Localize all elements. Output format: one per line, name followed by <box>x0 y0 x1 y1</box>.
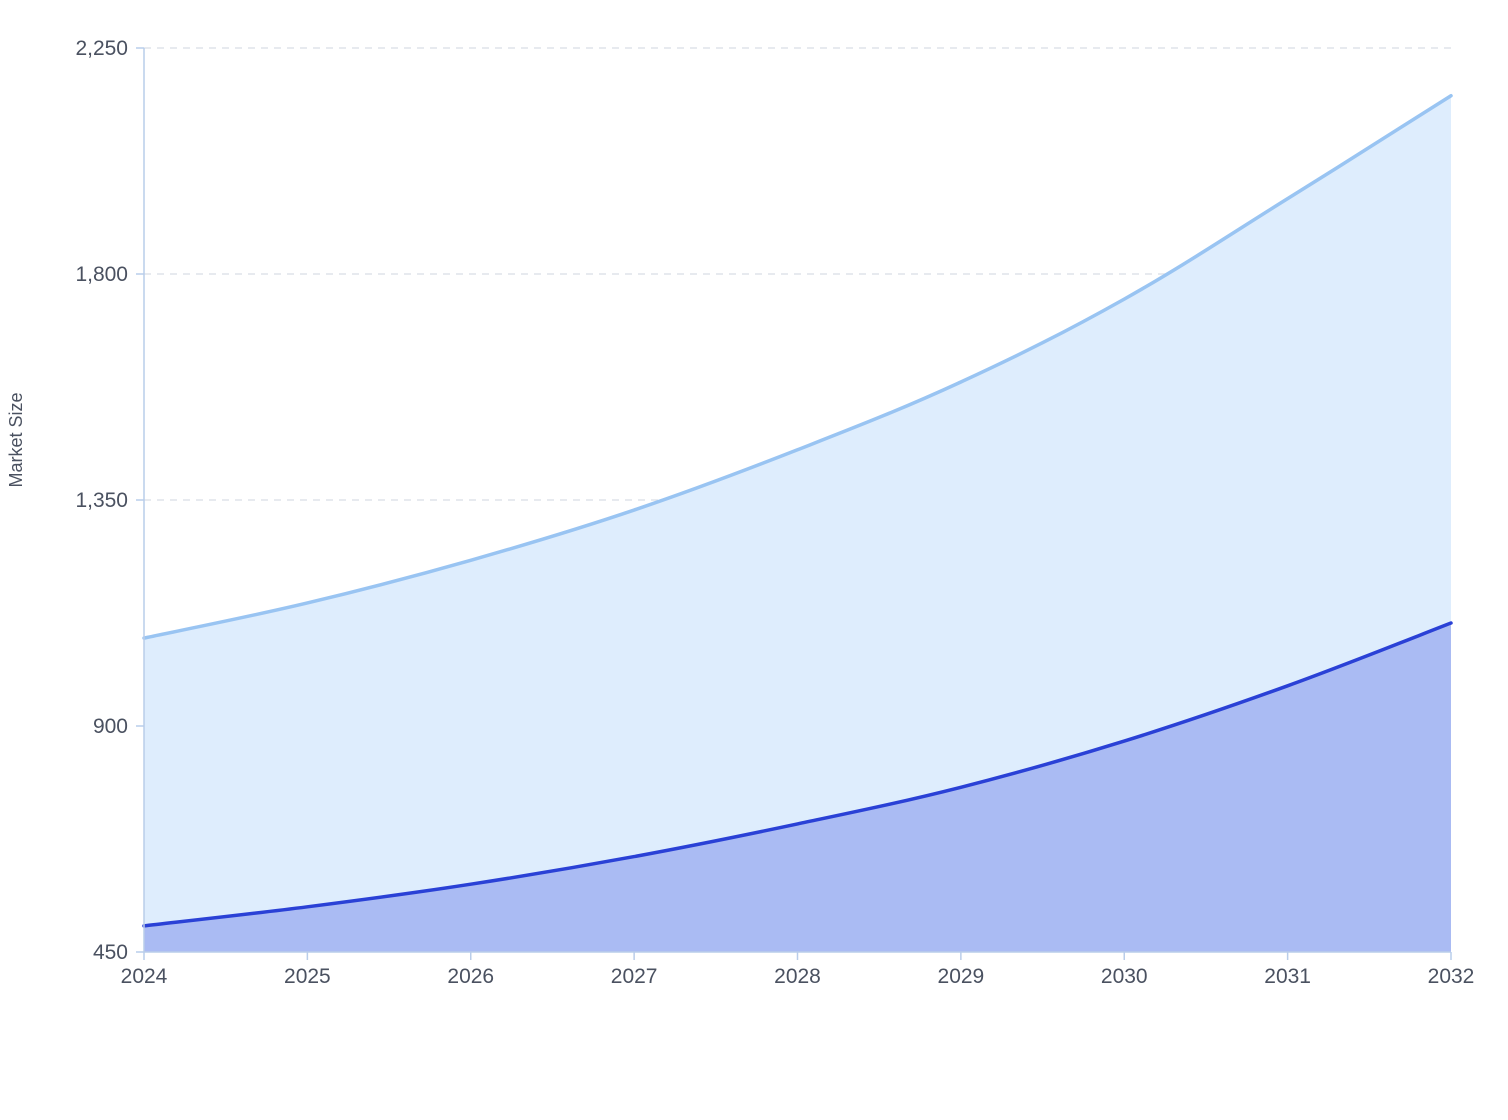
x-tick-labels: 2024 2025 2026 2027 2028 2029 2030 2031 2032 <box>121 952 1475 988</box>
x-tick-label: 2025 <box>284 965 331 988</box>
y-tick-label: 900 <box>93 715 128 738</box>
y-tick-label: 2,250 <box>75 37 128 60</box>
y-axis-title: Market Size <box>6 392 26 487</box>
x-tick-label: 2024 <box>121 965 168 988</box>
area-series <box>142 93 1453 952</box>
x-tick-label: 2027 <box>611 965 658 988</box>
x-tick-label: 2029 <box>938 965 985 988</box>
x-tick-label: 2028 <box>774 965 821 988</box>
area-fill-series-1 <box>144 95 1451 952</box>
y-tick-labels: 450 900 1,350 1,800 2,250 <box>75 37 144 964</box>
x-tick-label: 2030 <box>1101 965 1148 988</box>
y-tick-label: 1,350 <box>75 489 128 512</box>
y-tick-label: 450 <box>93 941 128 964</box>
x-tick-label: 2031 <box>1264 965 1311 988</box>
area-fill-series-2 <box>144 623 1451 952</box>
y-tick-label: 1,800 <box>75 263 128 286</box>
series-line-2 <box>142 621 1453 928</box>
x-tick-label: 2032 <box>1428 965 1475 988</box>
series-line-1 <box>142 93 1453 640</box>
x-tick-label: 2026 <box>447 965 494 988</box>
